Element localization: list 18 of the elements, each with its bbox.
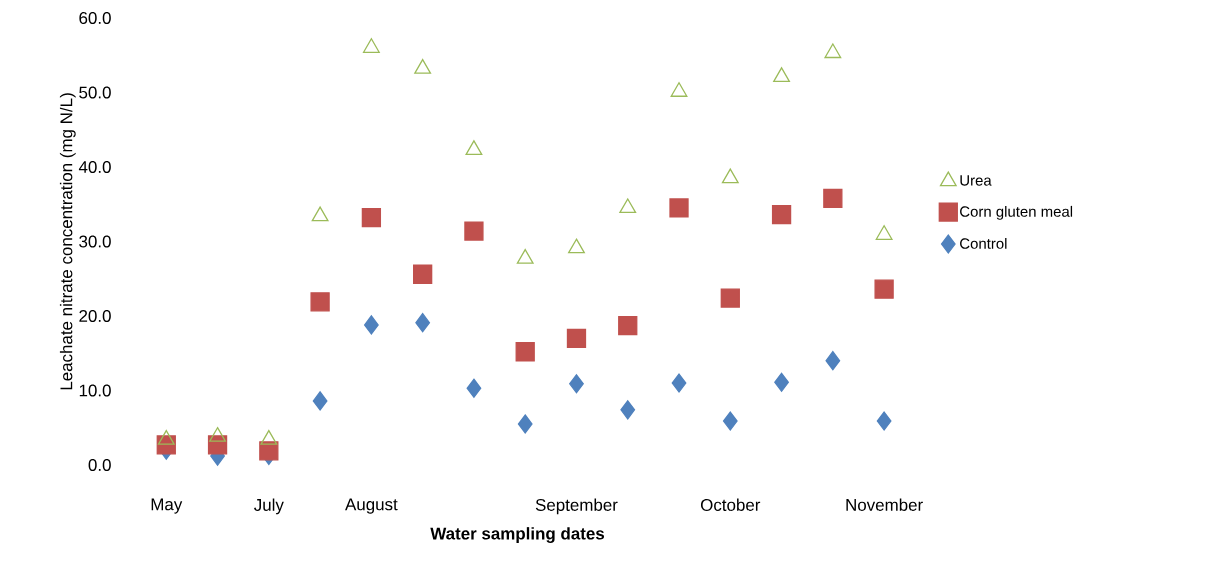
y-tick-label: 50.0	[79, 86, 111, 99]
x-tick-label: August	[345, 498, 398, 514]
x-tick-label: September	[535, 498, 618, 515]
x-tick-label: October	[700, 498, 761, 511]
y-tick-label: 10.0	[79, 384, 111, 397]
y-tick-label: 20.0	[79, 309, 111, 322]
y-tick-label: 60.0	[79, 11, 111, 24]
y-tick-label: 40.0	[78, 160, 111, 173]
y-axis-title: Leachate nitrate concentration (mg N/L)	[59, 93, 76, 390]
x-tick-label: May	[151, 498, 183, 514]
x-tick-label: November	[846, 498, 923, 511]
legend-label: Control	[960, 237, 1007, 249]
y-tick-label: 0.0	[88, 458, 111, 471]
x-tick-label: July	[254, 498, 284, 515]
legend-label: Corn gluten meal	[960, 205, 1073, 220]
y-tick-label: 30.0	[79, 235, 111, 248]
legend-label: Urea	[960, 175, 992, 186]
x-axis-title: Water sampling dates	[430, 527, 605, 543]
